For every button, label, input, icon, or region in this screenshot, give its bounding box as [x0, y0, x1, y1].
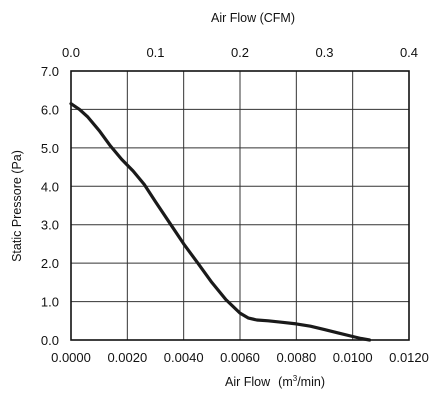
- top-axis-title: Air Flow (CFM): [211, 11, 295, 25]
- x-tick-label: 0.0020: [107, 350, 147, 365]
- x-tick-label: 0.0100: [333, 350, 373, 365]
- y-tick-label: 6.0: [41, 102, 59, 117]
- y-tick-label: 5.0: [41, 141, 59, 156]
- y-axis-ticks: 0.0 1.0 2.0 3.0 4.0 5.0 6.0 7.0: [41, 64, 59, 348]
- x-axis-ticks: 0.0000 0.0020 0.0040 0.0060 0.0080 0.0100 0.01…: [51, 350, 429, 365]
- top-tick-label: 0.0: [62, 45, 80, 60]
- x-axis-title: Air Flow (m3/min): [225, 374, 325, 389]
- y-axis-title: Static Pressore (Pa): [10, 150, 24, 262]
- top-tick-label: 0.2: [231, 45, 249, 60]
- top-tick-label: 0.1: [146, 45, 164, 60]
- plot-frame: [70, 70, 410, 341]
- x-tick-label: 0.0060: [220, 350, 260, 365]
- grid-lines: [71, 71, 409, 340]
- pressure-curve: [69, 102, 372, 342]
- x-tick-label: 0.0120: [389, 350, 429, 365]
- y-tick-label: 4.0: [41, 179, 59, 194]
- x-tick-label: 0.0080: [276, 350, 316, 365]
- top-tick-label: 0.4: [400, 45, 418, 60]
- y-tick-label: 1.0: [41, 295, 59, 310]
- x-tick-label: 0.0040: [164, 350, 204, 365]
- top-tick-label: 0.3: [315, 45, 333, 60]
- y-tick-label: 3.0: [41, 218, 59, 233]
- y-tick-label: 2.0: [41, 256, 59, 271]
- x-tick-label: 0.0000: [51, 350, 91, 365]
- y-tick-label: 7.0: [41, 64, 59, 79]
- y-tick-label: 0.0: [41, 333, 59, 348]
- top-axis-ticks: 0.0 0.1 0.2 0.3 0.4: [62, 45, 418, 60]
